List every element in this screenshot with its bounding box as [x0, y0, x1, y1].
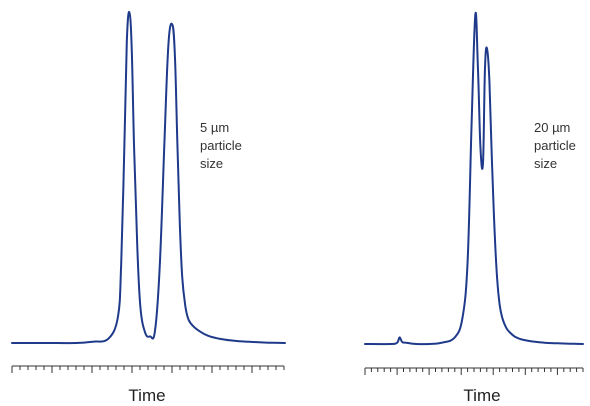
annotation-line-3: size — [534, 156, 557, 171]
x-axis-ticks — [11, 366, 285, 373]
annotation-line-3: size — [200, 156, 223, 171]
x-axis-label: Time — [128, 386, 165, 405]
annotation-line-1: 5 µm — [200, 120, 229, 135]
chromatogram-trace — [11, 10, 286, 345]
chromatogram-trace — [364, 11, 584, 346]
annotation-line-2: particle — [200, 138, 242, 153]
annotation-line-1: 20 µm — [534, 120, 570, 135]
chart-panel-right: 20 µm particle size Time — [364, 11, 584, 405]
annotation-line-2: particle — [534, 138, 576, 153]
chart-panel-left: 5 µm particle size Time — [11, 10, 286, 405]
x-axis-label: Time — [463, 386, 500, 405]
x-axis-ticks — [364, 368, 584, 375]
